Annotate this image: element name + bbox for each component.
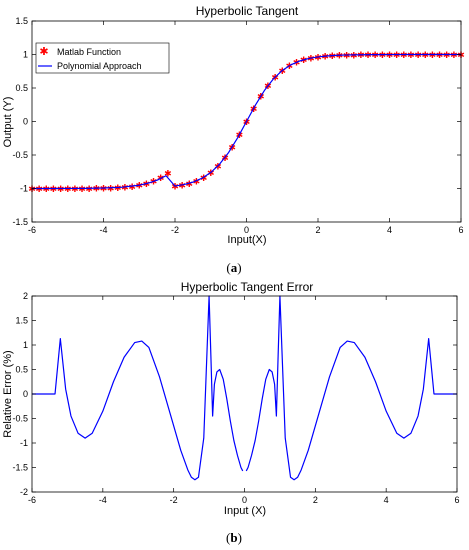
y-tick-label: 0.5 — [15, 365, 28, 375]
x-tick-label: -6 — [28, 495, 36, 505]
chart-b-axes-box — [31, 295, 458, 493]
legend-label-matlab-function: Matlab Function — [57, 47, 121, 57]
series-line-1 — [32, 53, 461, 190]
x-tick-label: 0 — [244, 225, 249, 235]
x-tick-label: -4 — [99, 225, 107, 235]
x-tick-label: -2 — [171, 225, 179, 235]
y-tick-label: 0 — [23, 117, 28, 127]
y-tick-label: 1 — [23, 340, 28, 350]
chart-a-ylabel: Output (Y) — [2, 97, 14, 148]
x-tick-label: 4 — [387, 225, 392, 235]
x-tick-label: 4 — [384, 495, 389, 505]
chart-b-ticks: -6 -4 -2 0 2 4 6 -2 -1.5 -1 -0.5 0 0.5 1 1.5 2 — [12, 291, 459, 505]
legend-box — [35, 42, 170, 74]
y-tick-label: -2 — [20, 487, 28, 497]
series-line-1 — [245, 295, 457, 481]
x-tick-label: 2 — [315, 225, 320, 235]
y-tick-label: -1.5 — [12, 463, 28, 473]
chart-a-xlabel: Input(X) — [227, 234, 266, 246]
x-tick-label: 6 — [454, 495, 459, 505]
x-tick-label: 0 — [242, 495, 247, 505]
x-tick-label: 6 — [458, 225, 463, 235]
y-tick-label: -1 — [20, 438, 28, 448]
series-point: ✱ — [193, 176, 201, 186]
y-tick-label: 1 — [23, 50, 28, 60]
caption-a: (a) — [226, 260, 241, 275]
y-tick-label: -0.5 — [12, 150, 28, 160]
y-tick-label: -1 — [20, 184, 28, 194]
series-point: ✱ — [164, 168, 172, 178]
series-point: ✱ — [121, 183, 129, 193]
chart-b: Hyperbolic Tangent Error -6 -4 -2 0 2 4 6 -2 -1.… — [2, 280, 460, 545]
series-point: ✱ — [128, 182, 136, 192]
x-tick-label: -4 — [99, 495, 107, 505]
chart-a-title: Hyperbolic Tangent — [196, 4, 299, 18]
y-tick-label: 1.5 — [15, 16, 28, 26]
x-tick-label: -2 — [170, 495, 178, 505]
caption-b: (b) — [226, 530, 242, 545]
chart-a-ticks: -6 -4 -2 0 2 4 6 -1.5 -1 -0.5 0 0.5 1 1.5 — [12, 16, 463, 235]
y-tick-label: 0 — [23, 389, 28, 399]
chart-a-legend: ✱ Matlab Function Polynomial Approach — [35, 42, 170, 74]
chart-a-marks: ✱ ✱ ✱ ✱ ✱ ✱ ✱ ✱ ✱ ✱ ✱ ✱ ✱ ✱ ✱ ✱ ✱ ✱ ✱ ✱✱ ✱ ✱ ✱ ✱ ✱✱✱✱✱✱✱✱✱✱✱ ✱ ✱ ✱ ✱… — [28, 50, 465, 194]
chart-b-xlabel: Input (X) — [224, 505, 266, 517]
y-tick-label: 2 — [23, 291, 28, 301]
legend-marker-matlab-function: ✱ — [39, 46, 48, 58]
legend-label-polynomial-approach: Polynomial Approach — [57, 61, 142, 71]
series-line-0 — [32, 295, 244, 481]
chart-b-ylabel: Relative Error (%) — [2, 350, 14, 437]
chart-a: Hyperbolic Tangent ✱ ✱ ✱ ✱ ✱ ✱ ✱ ✱ ✱ ✱ ✱ ✱ ✱ ✱ ✱ ✱ ✱ ✱ ✱ ✱✱… — [2, 4, 465, 275]
chart-b-marks — [32, 295, 457, 481]
y-tick-label: -0.5 — [12, 414, 28, 424]
series-point: ✱ — [186, 179, 194, 189]
y-tick-label: 0.5 — [15, 83, 28, 93]
x-tick-label: -6 — [28, 225, 36, 235]
x-tick-label: 2 — [313, 495, 318, 505]
y-tick-label: 1.5 — [15, 316, 28, 326]
chart-b-title: Hyperbolic Tangent Error — [181, 280, 314, 294]
y-tick-label: -1.5 — [12, 217, 28, 227]
